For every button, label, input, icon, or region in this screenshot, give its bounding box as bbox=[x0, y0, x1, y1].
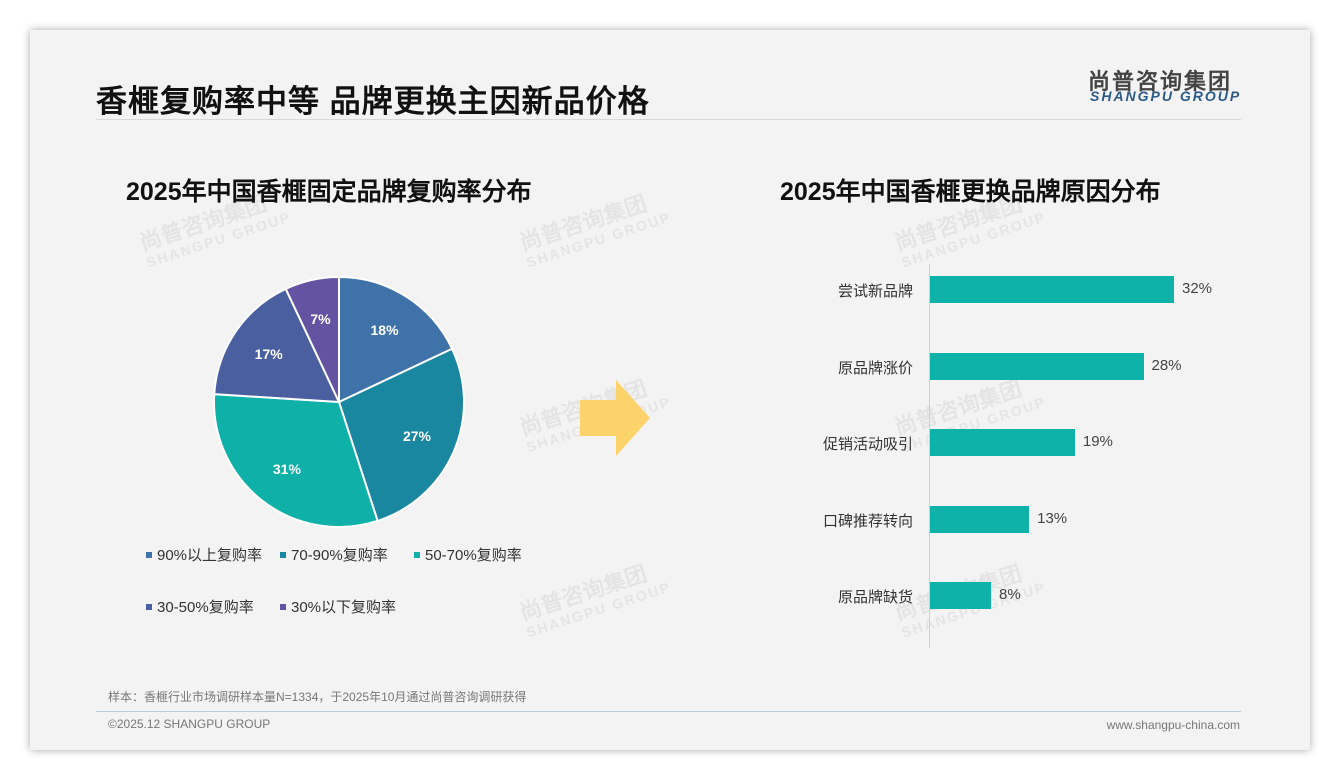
bar bbox=[930, 429, 1075, 456]
footer-divider bbox=[96, 711, 1241, 712]
arrow-right-icon bbox=[580, 380, 650, 456]
bar-chart-title: 2025年中国香榧更换品牌原因分布 bbox=[780, 178, 1161, 206]
pie-chart: 18% 27% 31% 17% 7% bbox=[213, 275, 465, 528]
legend-swatch bbox=[414, 551, 420, 558]
pie-slice bbox=[284, 275, 340, 403]
legend-swatch bbox=[146, 603, 152, 610]
bar-data-label: 8% bbox=[999, 586, 1021, 603]
legend-swatch bbox=[146, 551, 152, 558]
bar bbox=[930, 276, 1174, 303]
logo-en: SHANGPU GROUP bbox=[1090, 88, 1242, 104]
bar-axis bbox=[929, 264, 930, 648]
legend-item: 70-90%复购率 bbox=[280, 544, 388, 565]
bar-category-label: 尝试新品牌 bbox=[837, 283, 913, 300]
pie-data-label: 27% bbox=[403, 428, 432, 444]
pie-data-label: 7% bbox=[310, 311, 331, 327]
bar-category-label: 原品牌涨价 bbox=[837, 359, 913, 377]
bar-data-label: 28% bbox=[1151, 356, 1182, 374]
legend-item: 30%以下复购率 bbox=[280, 596, 396, 617]
legend-item: 90%以上复购率 bbox=[146, 544, 262, 565]
pie-slice bbox=[213, 393, 379, 528]
legend-item: 50-70%复购率 bbox=[414, 544, 522, 565]
website-url: www.shangpu-china.com bbox=[1106, 718, 1240, 732]
legend-item: 30-50%复购率 bbox=[146, 596, 254, 617]
pie-chart-title: 2025年中国香榧固定品牌复购率分布 bbox=[126, 178, 532, 206]
pie-slice bbox=[213, 287, 341, 404]
page-title: 香榧复购率中等 品牌更换主因新品价格 bbox=[96, 84, 650, 119]
pie-data-label: 17% bbox=[255, 346, 284, 362]
copyright: ©2025.12 SHANGPU GROUP bbox=[108, 717, 271, 731]
sample-note: 样本：香榧行业市场调研样本量N=1334，于2025年10月通过尚普咨询调研获得 bbox=[108, 690, 527, 704]
pie-data-label: 31% bbox=[273, 461, 302, 477]
legend-swatch bbox=[280, 551, 286, 558]
bar bbox=[930, 582, 991, 609]
logo-cn: 尚普咨询集团 bbox=[1088, 69, 1233, 94]
bar-data-label: 19% bbox=[1082, 433, 1113, 450]
bar-category-label: 促销活动吸引 bbox=[822, 436, 913, 453]
bar-category-label: 原品牌缺货 bbox=[837, 589, 913, 606]
bar bbox=[930, 352, 1144, 380]
pie-slice bbox=[337, 347, 465, 523]
header-divider bbox=[96, 119, 1241, 120]
pie-slice bbox=[338, 275, 454, 404]
pie-data-label: 18% bbox=[371, 322, 400, 338]
legend-swatch bbox=[280, 603, 286, 610]
bar-category-label: 口碑推荐转向 bbox=[822, 512, 913, 530]
slide: 香榧复购率中等 品牌更换主因新品价格 尚普咨询集团 SHANGPU GROUP … bbox=[30, 30, 1310, 750]
bar-data-label: 32% bbox=[1182, 280, 1213, 297]
bar-data-label: 13% bbox=[1037, 509, 1068, 527]
bar bbox=[930, 505, 1030, 533]
